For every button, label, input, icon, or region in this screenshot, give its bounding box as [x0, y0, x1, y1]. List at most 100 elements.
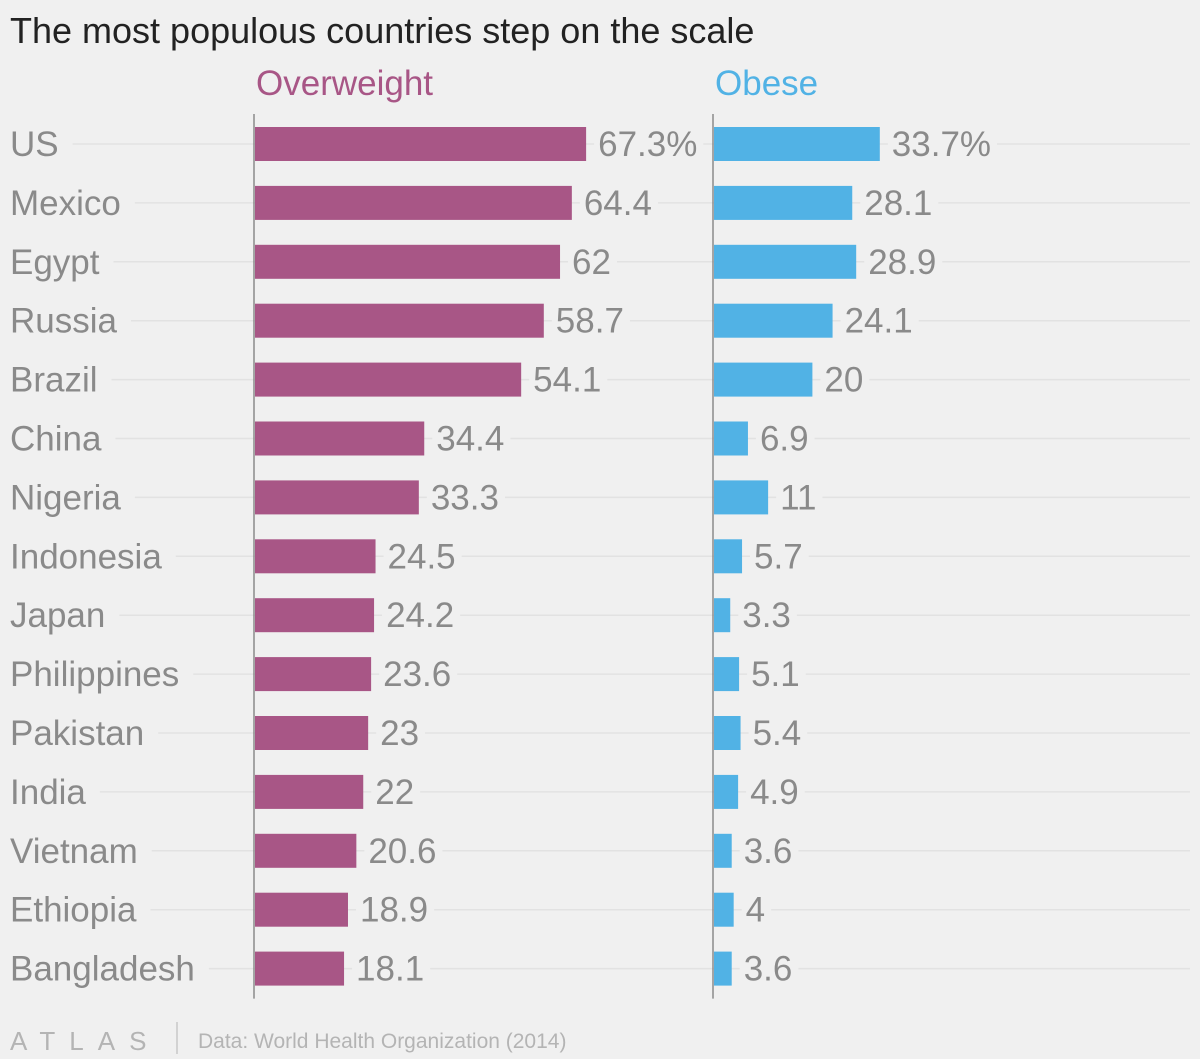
- bar: [714, 362, 813, 397]
- bar: [255, 598, 375, 633]
- value-label: 18.9: [360, 891, 428, 930]
- bar: [714, 833, 732, 868]
- value-label-bg: [747, 652, 806, 697]
- legend-overweight: Overweight: [256, 64, 433, 103]
- value-label-bg: [376, 711, 426, 755]
- value-label-bg: [741, 887, 772, 932]
- category-label-bg: [8, 652, 194, 697]
- atlas-logo: ATLAS: [10, 1026, 160, 1056]
- bar: [255, 421, 425, 456]
- category-label-bg: [8, 298, 131, 343]
- bar: [255, 480, 419, 515]
- category-label: India: [10, 773, 86, 812]
- category-label: US: [10, 125, 59, 164]
- value-label-bg: [860, 180, 939, 225]
- value-label: 3.3: [742, 596, 791, 635]
- bar: [714, 539, 743, 574]
- category-label: Egypt: [10, 243, 100, 282]
- category-label: Brazil: [10, 361, 98, 400]
- bar: [714, 716, 741, 750]
- value-label-bg: [379, 652, 458, 697]
- value-label-bg: [739, 946, 799, 991]
- bars-layer: [255, 127, 880, 986]
- value-label-bg: [568, 239, 617, 284]
- category-label-bg: [8, 828, 152, 873]
- bar: [255, 539, 376, 574]
- bar: [714, 598, 731, 633]
- category-label-bg: [8, 475, 135, 520]
- bar: [714, 127, 880, 161]
- category-label-bg: [8, 239, 114, 284]
- footer: ATLAS Data: World Health Organization (2…: [10, 1022, 566, 1056]
- category-label: Russia: [10, 302, 118, 341]
- bar: [714, 185, 853, 220]
- bar: [714, 244, 857, 279]
- value-label: 28.1: [864, 184, 932, 223]
- value-label-bg: [383, 534, 462, 579]
- category-label: Mexico: [10, 184, 121, 223]
- value-label-bg: [594, 122, 704, 166]
- value-label: 22: [375, 773, 414, 812]
- value-label-bg: [750, 534, 809, 579]
- category-label: Pakistan: [10, 714, 144, 753]
- value-label-bg: [776, 475, 823, 520]
- category-label: Bangladesh: [10, 950, 195, 989]
- bar: [714, 303, 833, 338]
- value-label: 5.1: [751, 655, 800, 694]
- bar: [714, 480, 769, 515]
- value-label-bg: [382, 593, 461, 638]
- value-label: 23.6: [383, 655, 451, 694]
- category-label: Vietnam: [10, 832, 138, 871]
- category-label: Nigeria: [10, 478, 121, 517]
- value-label: 3.6: [744, 950, 793, 989]
- value-label-bg: [355, 887, 435, 932]
- value-label: 5.4: [753, 714, 802, 753]
- value-label: 4: [746, 891, 765, 930]
- value-label-bg: [364, 828, 443, 873]
- category-label: Japan: [10, 596, 105, 635]
- value-label: 62: [572, 243, 611, 282]
- value-label: 5.7: [754, 537, 803, 576]
- chart-title: The most populous countries step on the …: [10, 10, 754, 51]
- value-label: 18.1: [356, 950, 424, 989]
- value-label-bg: [748, 711, 808, 755]
- value-label: 24.5: [388, 537, 456, 576]
- value-label: 24.1: [845, 302, 913, 341]
- bar: [714, 892, 734, 927]
- bar: [255, 657, 372, 692]
- value-label-bg: [864, 239, 943, 284]
- bar: [255, 951, 345, 986]
- category-label-bg: [8, 946, 209, 991]
- value-label: 24.2: [386, 596, 454, 635]
- value-label-bg: [579, 180, 658, 225]
- category-label-bg: [8, 887, 151, 932]
- value-label-bg: [887, 122, 998, 166]
- category-label: China: [10, 420, 102, 459]
- value-label: 4.9: [750, 773, 799, 812]
- labels-layer: US Mexico Egypt Russia Brazil China Nigeria Ind…: [8, 64, 998, 991]
- bar: [255, 362, 522, 397]
- value-label: 20.6: [368, 832, 436, 871]
- value-label: 28.9: [868, 243, 936, 282]
- value-label-bg: [352, 946, 431, 991]
- bar: [714, 951, 732, 986]
- category-label-bg: [8, 711, 159, 755]
- value-label-bg: [840, 298, 919, 343]
- category-label-bg: [8, 416, 116, 461]
- value-label: 34.4: [436, 420, 504, 459]
- category-label: Philippines: [10, 655, 179, 694]
- value-label: 58.7: [556, 302, 624, 341]
- value-label-bg: [371, 769, 421, 814]
- value-label-bg: [820, 357, 870, 402]
- value-label-bg: [432, 416, 511, 461]
- value-label: 33.7%: [892, 125, 991, 164]
- value-label: 64.4: [584, 184, 652, 223]
- legend-obese: Obese: [715, 64, 818, 103]
- bar: [714, 774, 739, 809]
- bar: [255, 127, 587, 161]
- value-label-bg: [746, 769, 805, 814]
- value-label: 3.6: [744, 832, 793, 871]
- value-label: 11: [780, 478, 816, 517]
- data-source: Data: World Health Organization (2014): [198, 1030, 566, 1053]
